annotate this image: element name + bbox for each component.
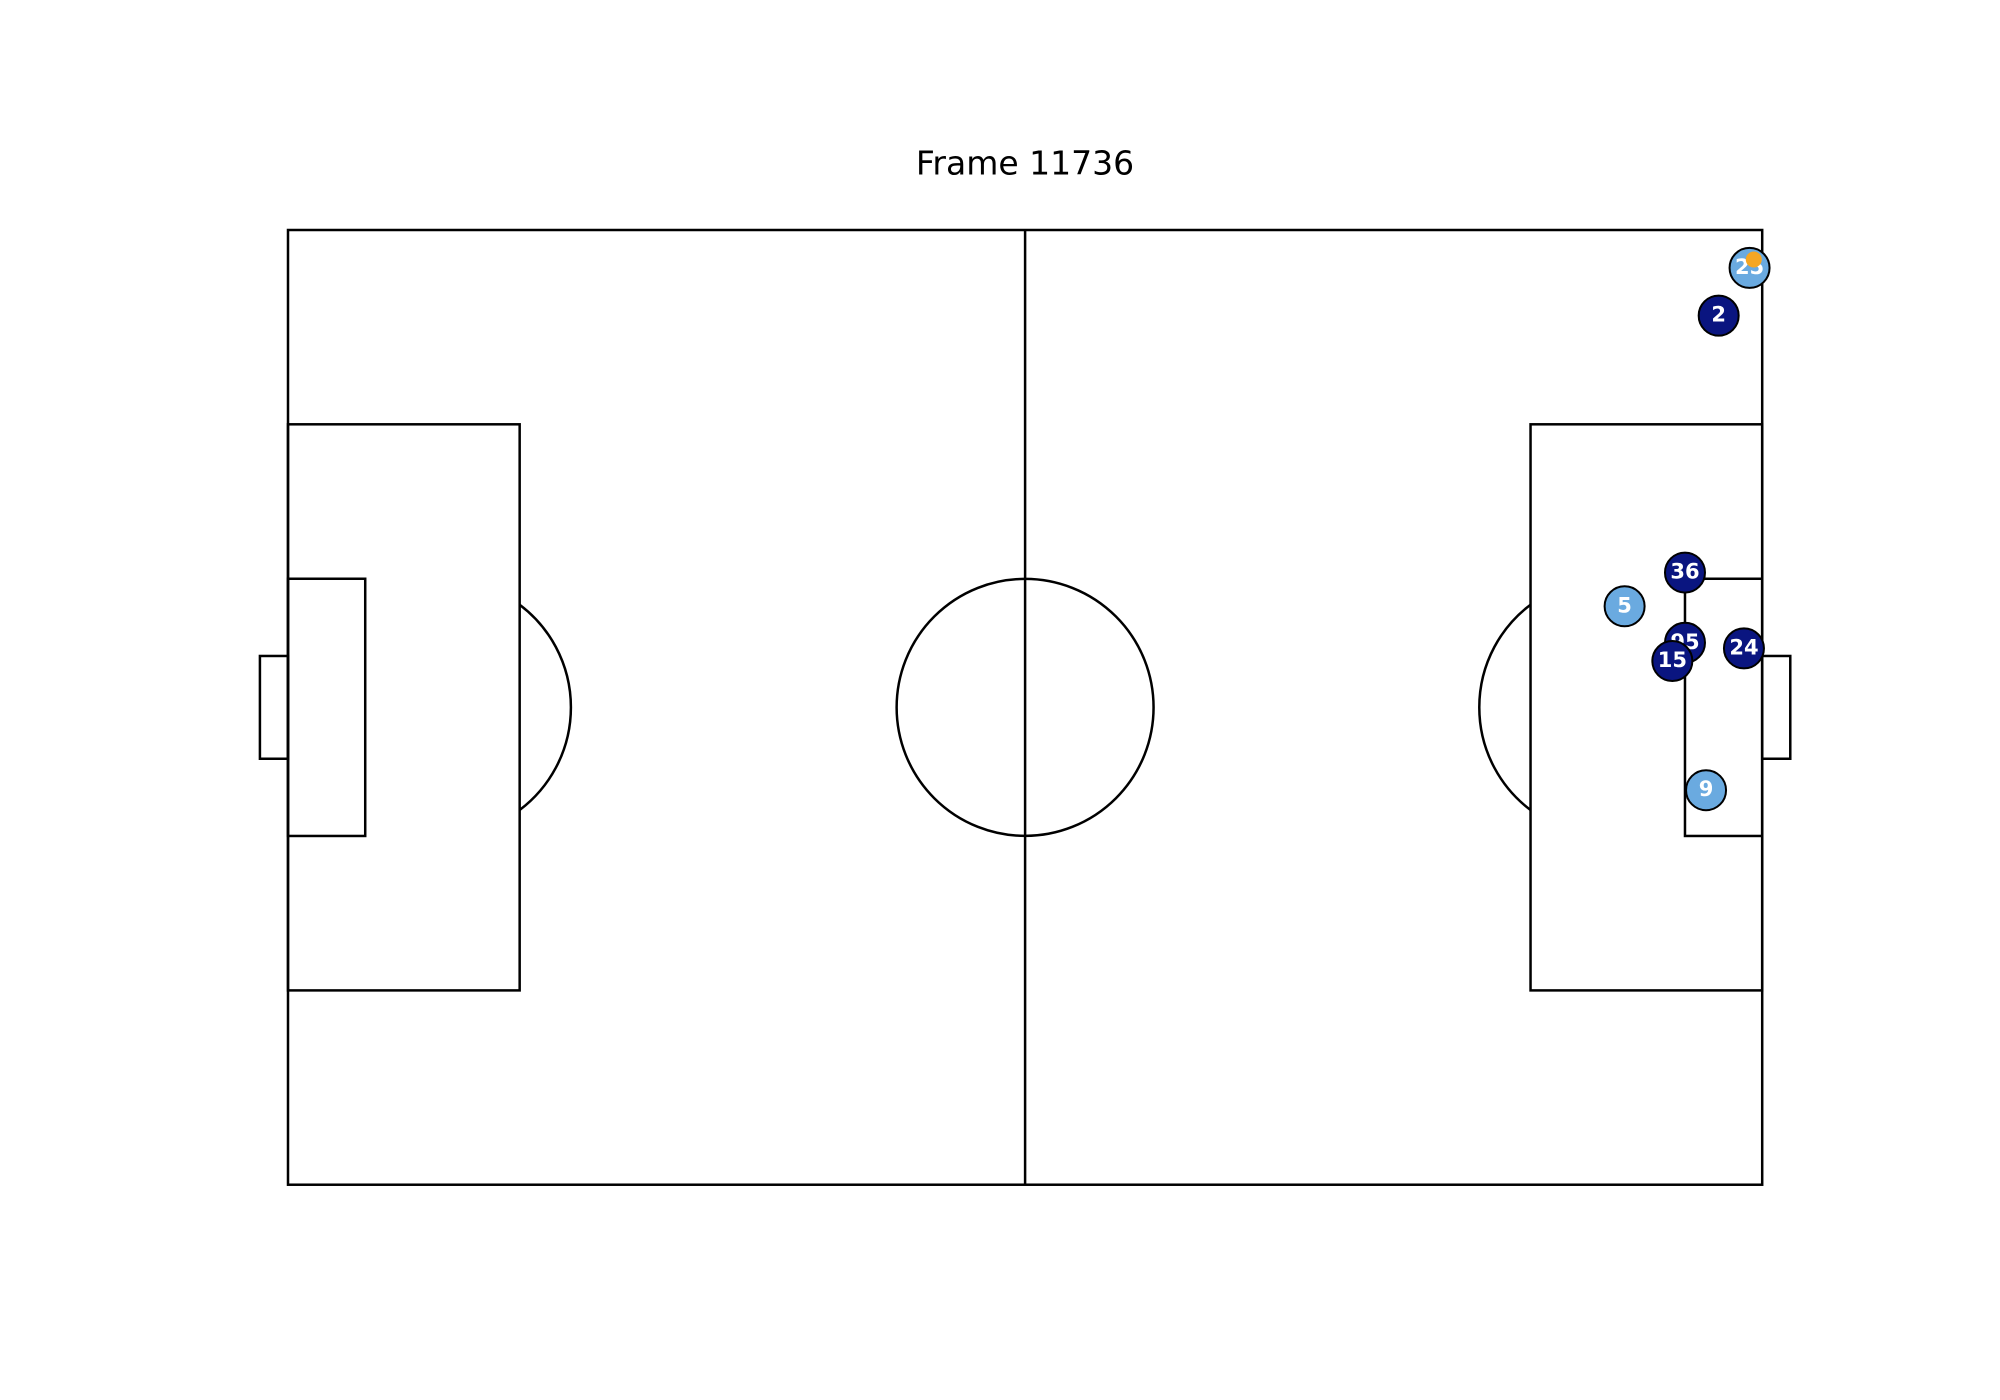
player-marker: [1722, 627, 1765, 670]
center-circle: [895, 577, 1155, 838]
goal-area: [286, 577, 367, 838]
player-marker: [1685, 769, 1728, 812]
player-number: 5: [1617, 593, 1632, 617]
penalty-arc: [1478, 603, 1532, 812]
player-number: 24: [1729, 635, 1758, 659]
player-marker: [1603, 585, 1646, 628]
goal: [258, 654, 290, 760]
player-number: 9: [1699, 777, 1714, 801]
goal: [1760, 654, 1792, 760]
ball: [1745, 251, 1762, 268]
player-marker: [1663, 551, 1706, 594]
pitch: [258, 228, 1792, 1186]
player-number: 15: [1658, 648, 1687, 672]
penalty-area: [286, 423, 521, 992]
penalty-arc: [518, 603, 573, 812]
penalty-area: [1529, 423, 1764, 992]
player-number: 2: [1711, 303, 1726, 327]
player-marker: [1697, 294, 1740, 337]
title: Frame 11736: [916, 144, 1134, 183]
player-marker: [1651, 640, 1694, 683]
player-number: 36: [1670, 560, 1699, 584]
